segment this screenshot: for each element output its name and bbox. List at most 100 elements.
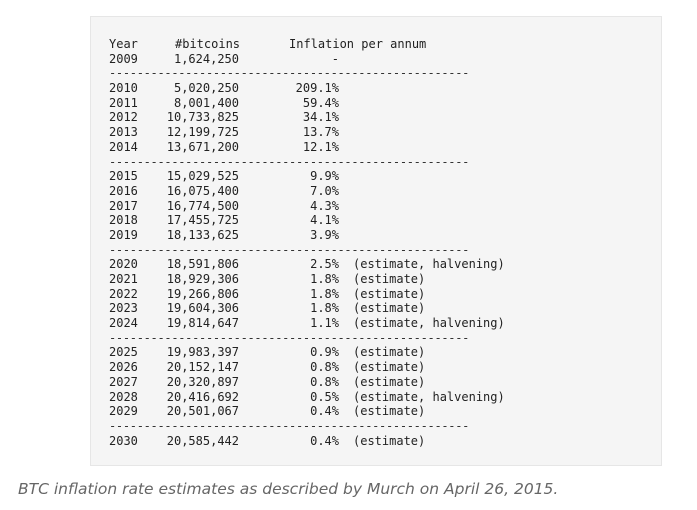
cell-inflation: 12.1% <box>302 139 339 154</box>
cell-year: 2023 <box>109 301 138 316</box>
cell-year: 2026 <box>109 360 138 375</box>
cell-year: 2020 <box>109 257 138 272</box>
cell-bitcoins: 10,733,825 <box>166 110 239 125</box>
cell-year: 2019 <box>109 227 138 242</box>
table-row: 2029 20,501,067 0.4% (estimate) <box>109 404 505 419</box>
cell-year: 2025 <box>109 345 138 360</box>
cell-bitcoins: 19,814,647 <box>166 316 239 331</box>
cell-bitcoins: 13,671,200 <box>166 139 239 154</box>
cell-note: (estimate, halvening) <box>353 316 505 331</box>
cell-note: (estimate) <box>353 374 426 389</box>
table-row: 2018 17,455,725 4.1% <box>109 213 505 228</box>
table-row: 2022 19,266,806 1.8% (estimate) <box>109 287 505 302</box>
cell-inflation: 0.8% <box>310 374 339 389</box>
cell-year: 2010 <box>109 81 138 96</box>
cell-year: 2028 <box>109 389 138 404</box>
cell-inflation: 0.4% <box>310 404 339 419</box>
separator-line: ----------------------------------------… <box>109 242 469 257</box>
cell-inflation: 1.8% <box>310 286 339 301</box>
cell-note: (estimate) <box>353 301 426 316</box>
code-block: Year #bitcoins Inflation per annum 2009 1,6… <box>90 16 662 466</box>
cell-bitcoins: 16,075,400 <box>166 183 239 198</box>
table-row: 2013 12,199,725 13.7% <box>109 125 505 140</box>
cell-inflation: 209.1% <box>295 81 339 96</box>
inflation-table: Year #bitcoins Inflation per annum 2009 1,6… <box>109 37 505 448</box>
table-row: 2028 20,416,692 0.5% (estimate, halvening) <box>109 390 505 405</box>
cell-bitcoins: 19,604,306 <box>166 301 239 316</box>
cell-inflation: 0.4% <box>310 433 339 448</box>
cell-inflation: 4.3% <box>310 198 339 213</box>
cell-year: 2016 <box>109 183 138 198</box>
header-inflation: Inflation per annum <box>289 37 427 51</box>
cell-year: 2022 <box>109 286 138 301</box>
cell-year: 2014 <box>109 139 138 154</box>
cell-note: (estimate) <box>353 272 426 286</box>
cell-bitcoins: 19,983,397 <box>166 345 239 360</box>
header-bitcoins: #bitcoins <box>175 37 241 51</box>
cell-inflation: 0.9% <box>310 345 339 360</box>
cell-inflation: 13.7% <box>302 125 339 140</box>
cell-year: 2018 <box>109 213 138 228</box>
cell-bitcoins: 1,624,250 <box>173 51 239 66</box>
cell-note: (estimate) <box>353 433 426 448</box>
table-row: 2014 13,671,200 12.1% <box>109 140 505 155</box>
table-row: 2009 1,624,250 - <box>109 52 505 67</box>
cell-bitcoins: 5,020,250 <box>173 81 239 96</box>
table-row: 2010 5,020,250 209.1% <box>109 81 505 96</box>
table-header: Year #bitcoins Inflation per annum <box>109 37 505 52</box>
cell-note: (estimate) <box>353 404 426 419</box>
cell-bitcoins: 20,416,692 <box>166 389 239 404</box>
cell-inflation: 0.8% <box>310 360 339 375</box>
cell-bitcoins: 18,591,806 <box>166 257 239 272</box>
cell-note: (estimate) <box>353 345 426 360</box>
table-row: 2024 19,814,647 1.1% (estimate, halvening) <box>109 316 505 331</box>
cell-year: 2021 <box>109 272 138 286</box>
table-row: 2027 20,320,897 0.8% (estimate) <box>109 375 505 390</box>
table-row: 2020 18,591,806 2.5% (estimate, halvening) <box>109 257 505 272</box>
cell-inflation: - <box>331 51 339 66</box>
cell-year: 2029 <box>109 404 138 419</box>
cell-year: 2011 <box>109 95 138 110</box>
table-row: 2026 20,152,147 0.8% (estimate) <box>109 360 505 375</box>
cell-inflation: 2.5% <box>310 257 339 272</box>
separator-line: ----------------------------------------… <box>109 418 469 433</box>
cell-bitcoins: 19,266,806 <box>166 286 239 301</box>
cell-year: 2015 <box>109 169 138 184</box>
cell-inflation: 4.1% <box>310 213 339 228</box>
cell-bitcoins: 12,199,725 <box>166 125 239 140</box>
table-row: 2011 8,001,400 59.4% <box>109 96 505 111</box>
figure-caption: BTC inflation rate estimates as describe… <box>18 480 559 498</box>
cell-year: 2013 <box>109 125 138 140</box>
table-row: 2015 15,029,525 9.9% <box>109 169 505 184</box>
cell-inflation: 9.9% <box>310 169 339 184</box>
cell-inflation: 34.1% <box>302 110 339 125</box>
table-body: ----------------------------------------… <box>109 66 505 448</box>
cell-inflation: 7.0% <box>310 183 339 198</box>
cell-bitcoins: 8,001,400 <box>173 95 239 110</box>
cell-inflation: 3.9% <box>310 227 339 242</box>
separator-line: ----------------------------------------… <box>109 66 469 81</box>
cell-bitcoins: 20,152,147 <box>166 360 239 375</box>
cell-bitcoins: 16,774,500 <box>166 198 239 213</box>
cell-note: (estimate) <box>353 286 426 301</box>
header-year: Year <box>109 37 138 51</box>
cell-bitcoins: 20,320,897 <box>166 374 239 389</box>
cell-year: 2017 <box>109 198 138 213</box>
cell-inflation: 1.8% <box>310 272 339 286</box>
cell-bitcoins: 17,455,725 <box>166 213 239 228</box>
cell-inflation: 1.1% <box>310 316 339 331</box>
cell-year: 2030 <box>109 433 138 448</box>
cell-bitcoins: 15,029,525 <box>166 169 239 184</box>
table-row: 2016 16,075,400 7.0% <box>109 184 505 199</box>
separator-line: ----------------------------------------… <box>109 154 469 169</box>
table-row: 2012 10,733,825 34.1% <box>109 110 505 125</box>
table-row: 2025 19,983,397 0.9% (estimate) <box>109 345 505 360</box>
table-row: 2017 16,774,500 4.3% <box>109 199 505 214</box>
cell-inflation: 1.8% <box>310 301 339 316</box>
table-row: 2030 20,585,442 0.4% (estimate) <box>109 434 505 449</box>
cell-year: 2012 <box>109 110 138 125</box>
cell-inflation: 59.4% <box>302 95 339 110</box>
separator-line: ----------------------------------------… <box>109 330 469 345</box>
cell-bitcoins: 18,133,625 <box>166 227 239 242</box>
cell-year: 2009 <box>109 51 138 66</box>
